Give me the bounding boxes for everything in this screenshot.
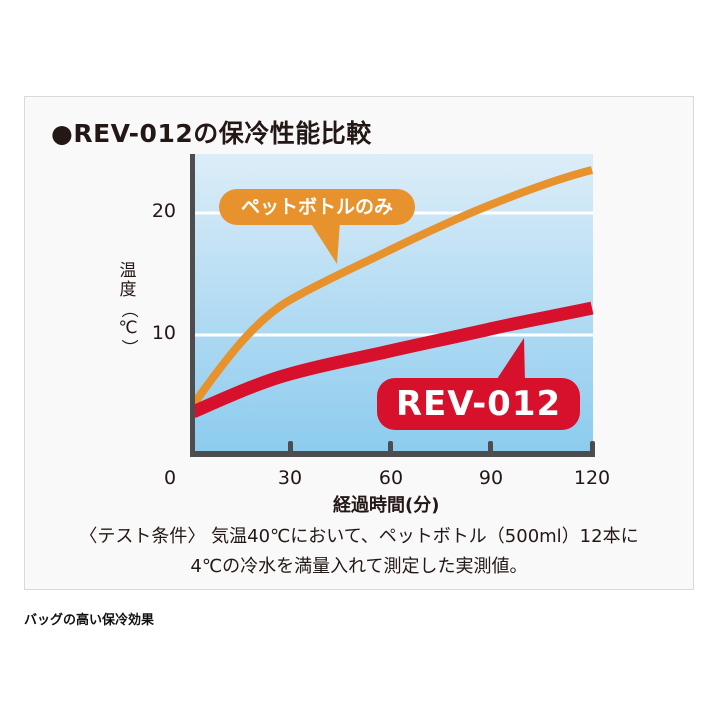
y-tick-label-10: 10 bbox=[151, 322, 176, 344]
chart-title: ●REV-012の保冷性能比較 bbox=[51, 119, 372, 148]
series-petbottle-line bbox=[189, 166, 593, 408]
x-tick-label-0: 0 bbox=[163, 467, 177, 489]
bubble-petbottle-pointer bbox=[310, 222, 340, 264]
x-tick-90 bbox=[488, 441, 493, 453]
y-axis-label: 温 度 （ ℃ ） bbox=[118, 262, 138, 357]
x-tick-120 bbox=[590, 441, 595, 453]
x-axis-label: 経過時間(分) bbox=[333, 495, 440, 516]
x-tick-label-30: 30 bbox=[277, 467, 303, 489]
y-axis-label-char: （ bbox=[118, 301, 139, 318]
note-line-2: 4℃の冷水を満量入れて測定した実測値。 bbox=[190, 556, 528, 577]
x-tick-label-120: 120 bbox=[573, 467, 611, 489]
x-tick-60 bbox=[388, 441, 393, 453]
x-tick-30 bbox=[288, 441, 293, 453]
test-conditions-note: 〈テスト条件〉 気温40℃において、ペットボトル（500ml）12本に 4℃の冷… bbox=[24, 522, 694, 582]
x-tick-label-90: 90 bbox=[478, 467, 504, 489]
y-axis-label-char: 度 bbox=[119, 280, 137, 300]
series-rev012-line bbox=[190, 301, 594, 418]
x-tick-label-60: 60 bbox=[378, 467, 404, 489]
image-caption: バッグの高い保冷効果 bbox=[24, 613, 155, 628]
bubble-rev012-label: REV-012 bbox=[377, 378, 580, 430]
y-axis-label-char: ℃ bbox=[118, 318, 138, 338]
y-axis-label-char: ） bbox=[118, 339, 139, 356]
y-axis-label-char: 温 bbox=[119, 261, 137, 281]
y-axis-line bbox=[190, 154, 195, 457]
x-axis-line bbox=[190, 451, 595, 457]
y-tick-label-20: 20 bbox=[151, 200, 176, 222]
note-line-1: 〈テスト条件〉 気温40℃において、ペットボトル（500ml）12本に bbox=[79, 526, 639, 547]
bubble-petbottle-label: ペットボトルのみ bbox=[219, 189, 415, 225]
bubble-rev-pointer bbox=[495, 338, 525, 382]
